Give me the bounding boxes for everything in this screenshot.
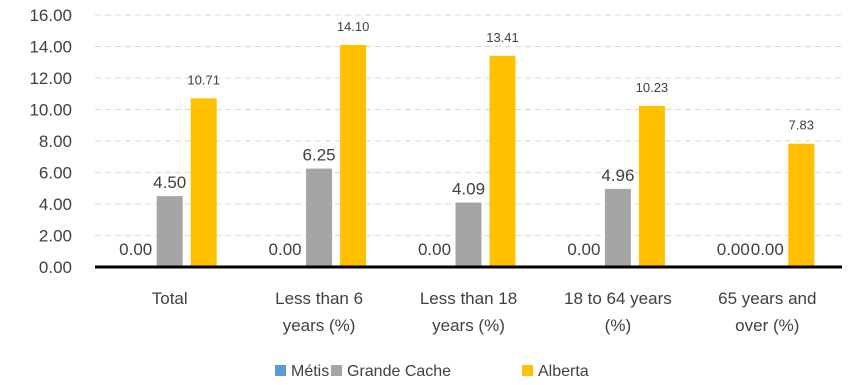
legend-label: Métis <box>291 363 329 380</box>
data-label: 0.00 <box>717 240 750 259</box>
y-tick-label: 8.00 <box>39 132 72 151</box>
legend-swatch <box>522 365 533 376</box>
legend: Métis Grande Cache Alberta <box>275 363 589 380</box>
bars <box>156 44 815 268</box>
y-tick-label: 10.00 <box>29 101 72 120</box>
legend-swatch <box>331 365 342 376</box>
legend-label: Grande Cache <box>347 363 451 380</box>
data-label: 4.50 <box>153 173 186 192</box>
category-label: 18 to 64 years (%) <box>564 289 672 335</box>
y-tick-label: 2.00 <box>39 227 72 246</box>
category-label: Less than 6 years (%) <box>275 289 363 335</box>
data-label: 6.25 <box>303 146 336 165</box>
bar-alberta <box>638 105 665 267</box>
data-label: 0.00 <box>751 240 784 259</box>
data-label: 0.00 <box>418 240 451 259</box>
data-label: 14.10 <box>337 19 370 34</box>
data-label: 4.96 <box>601 166 634 185</box>
data-label: 10.71 <box>187 72 220 87</box>
data-label: 0.00 <box>119 240 152 259</box>
data-label: 0.00 <box>567 240 600 259</box>
bar-grande-cache <box>306 168 333 267</box>
data-label: 13.41 <box>486 30 519 45</box>
y-tick-label: 0.00 <box>39 258 72 277</box>
data-label: 4.09 <box>452 180 485 199</box>
gridlines <box>95 14 842 236</box>
data-label: 10.23 <box>636 80 669 95</box>
y-tick-label: 6.00 <box>39 164 72 183</box>
bar-alberta <box>489 55 516 268</box>
category-label: Less than 18 years (%) <box>420 289 517 335</box>
category-label: 65 years and over (%) <box>718 289 816 335</box>
bar-grande-cache <box>455 202 482 267</box>
bar-grande-cache <box>604 188 631 267</box>
legend-swatch <box>275 365 286 376</box>
data-label: 0.00 <box>269 240 302 259</box>
y-tick-label: 16.00 <box>29 6 72 25</box>
y-tick-label: 12.00 <box>29 69 72 88</box>
y-tick-label: 14.00 <box>29 38 72 57</box>
y-tick-label: 4.00 <box>39 195 72 214</box>
bar-alberta <box>340 44 367 267</box>
bar-alberta <box>190 98 217 267</box>
y-axis-tick-labels: 0.00 2.00 4.00 6.00 8.00 10.00 12.00 14.00 16.00 <box>29 6 72 277</box>
x-axis-category-labels: Total Less than 6 years (%) Less than 18 yea… <box>152 289 817 335</box>
legend-label: Alberta <box>538 363 589 380</box>
data-labels: 0.00 4.50 10.71 0.00 6.25 14.10 0.00 4.09 13.41 0… <box>119 19 814 259</box>
bar-alberta <box>788 143 815 267</box>
category-label: Total <box>152 289 188 308</box>
data-label: 7.83 <box>789 118 814 133</box>
bar-grande-cache <box>156 196 183 267</box>
